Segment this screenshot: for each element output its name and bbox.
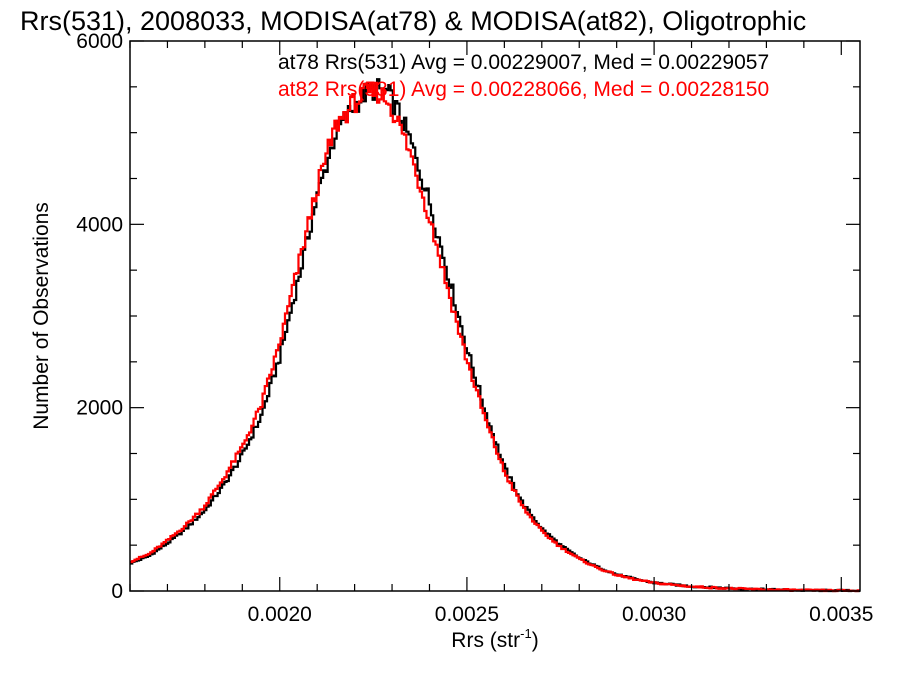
- x-axis-label-main: Rrs (str: [451, 629, 520, 652]
- series-layer: [130, 78, 860, 593]
- tick-layer: 0 2000 4000 6000 0.0020 0.0025 0.0030 0.0035: [76, 30, 873, 626]
- y-tick-label: 6000: [76, 30, 123, 53]
- y-axis-label: Number of Observations: [30, 202, 53, 430]
- legend-annotation-at78: at78 Rrs(531) Avg = 0.00229007, Med = 0.…: [278, 51, 769, 74]
- legend-annotation-at82: at82 Rrs(531) Avg = 0.00228066, Med = 0.…: [278, 78, 769, 101]
- x-axis-label-close: ): [532, 629, 539, 652]
- x-axis-label-sup: -1: [520, 626, 532, 641]
- y-tick-label: 4000: [76, 213, 123, 236]
- x-tick-label: 0.0035: [809, 603, 873, 626]
- x-tick-label: 0.0025: [435, 603, 499, 626]
- x-axis-label: Rrs (str-1): [451, 626, 538, 652]
- y-tick-label: 2000: [76, 397, 123, 420]
- chart-title: Rrs(531), 2008033, MODISA(at78) & MODISA…: [20, 6, 806, 36]
- y-tick-label: 0: [111, 580, 123, 603]
- x-tick-label: 0.0020: [248, 603, 312, 626]
- x-tick-label: 0.0030: [622, 603, 686, 626]
- series-line-at82: [130, 81, 860, 593]
